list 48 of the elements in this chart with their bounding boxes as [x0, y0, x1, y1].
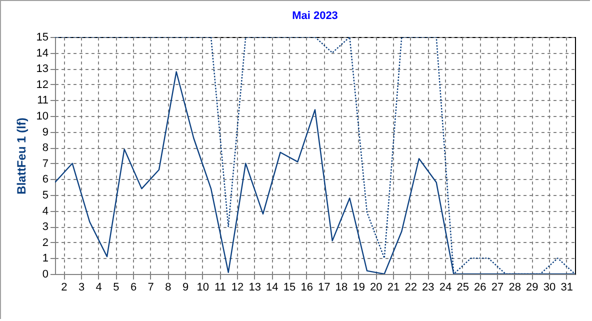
x-tick-label: 25	[456, 282, 469, 294]
x-tick-label: 15	[283, 282, 296, 294]
x-tick-label: 13	[248, 282, 261, 294]
y-tick-label: 0	[42, 268, 48, 280]
x-tick-label: 12	[231, 282, 244, 294]
x-tick-label: 18	[335, 282, 348, 294]
y-tick-label: 7	[42, 158, 48, 170]
x-tick-label: 26	[474, 282, 486, 294]
x-tick-label: 9	[182, 282, 189, 294]
x-tick-label: 3	[78, 282, 85, 294]
x-tick-label: 16	[300, 282, 313, 294]
x-tick-label: 30	[543, 282, 556, 294]
x-tick-label: 10	[196, 282, 209, 294]
x-tick-label: 21	[387, 282, 400, 294]
y-tick-label: 9	[42, 126, 48, 138]
x-tick-label: 19	[352, 282, 365, 294]
x-tick-label: 20	[370, 282, 382, 294]
x-tick-label: 8	[165, 282, 172, 294]
x-tick-label: 4	[96, 282, 102, 294]
y-tick-label: 6	[42, 174, 48, 186]
y-tick-label: 15	[36, 32, 48, 44]
y-tick-label: 13	[36, 63, 48, 76]
x-tick-label: 14	[266, 282, 278, 294]
x-tick-label: 31	[560, 282, 573, 294]
x-tick-label: 28	[508, 282, 521, 294]
x-tick-label: 27	[491, 282, 504, 294]
x-tick-label: 7	[148, 282, 154, 294]
x-tick-label: 17	[318, 282, 330, 294]
x-tick-label: 6	[130, 282, 137, 294]
y-tick-label: 8	[42, 142, 48, 154]
y-tick-label: 2	[42, 236, 48, 249]
x-tick-label: 29	[526, 282, 538, 294]
y-tick-label: 4	[42, 205, 48, 218]
y-tick-label: 14	[36, 47, 48, 60]
y-tick-label: 10	[36, 110, 48, 122]
x-tick-label: 11	[214, 282, 226, 294]
y-axis-title: BlattFeu 1 (lf)	[14, 118, 28, 194]
y-tick-label: 11	[37, 94, 48, 107]
y-tick-label: 1	[42, 252, 48, 265]
y-tick-label: 5	[42, 190, 48, 202]
x-tick-label: 2	[61, 282, 68, 294]
x-tick-label: 5	[113, 282, 120, 294]
x-tick-label: 23	[422, 282, 434, 294]
chart-title: Mai 2023	[292, 10, 338, 22]
y-tick-label: 12	[36, 78, 48, 91]
x-tick-label: 22	[404, 282, 417, 294]
x-tick-label: 24	[439, 282, 452, 294]
y-tick-label: 3	[42, 221, 48, 234]
